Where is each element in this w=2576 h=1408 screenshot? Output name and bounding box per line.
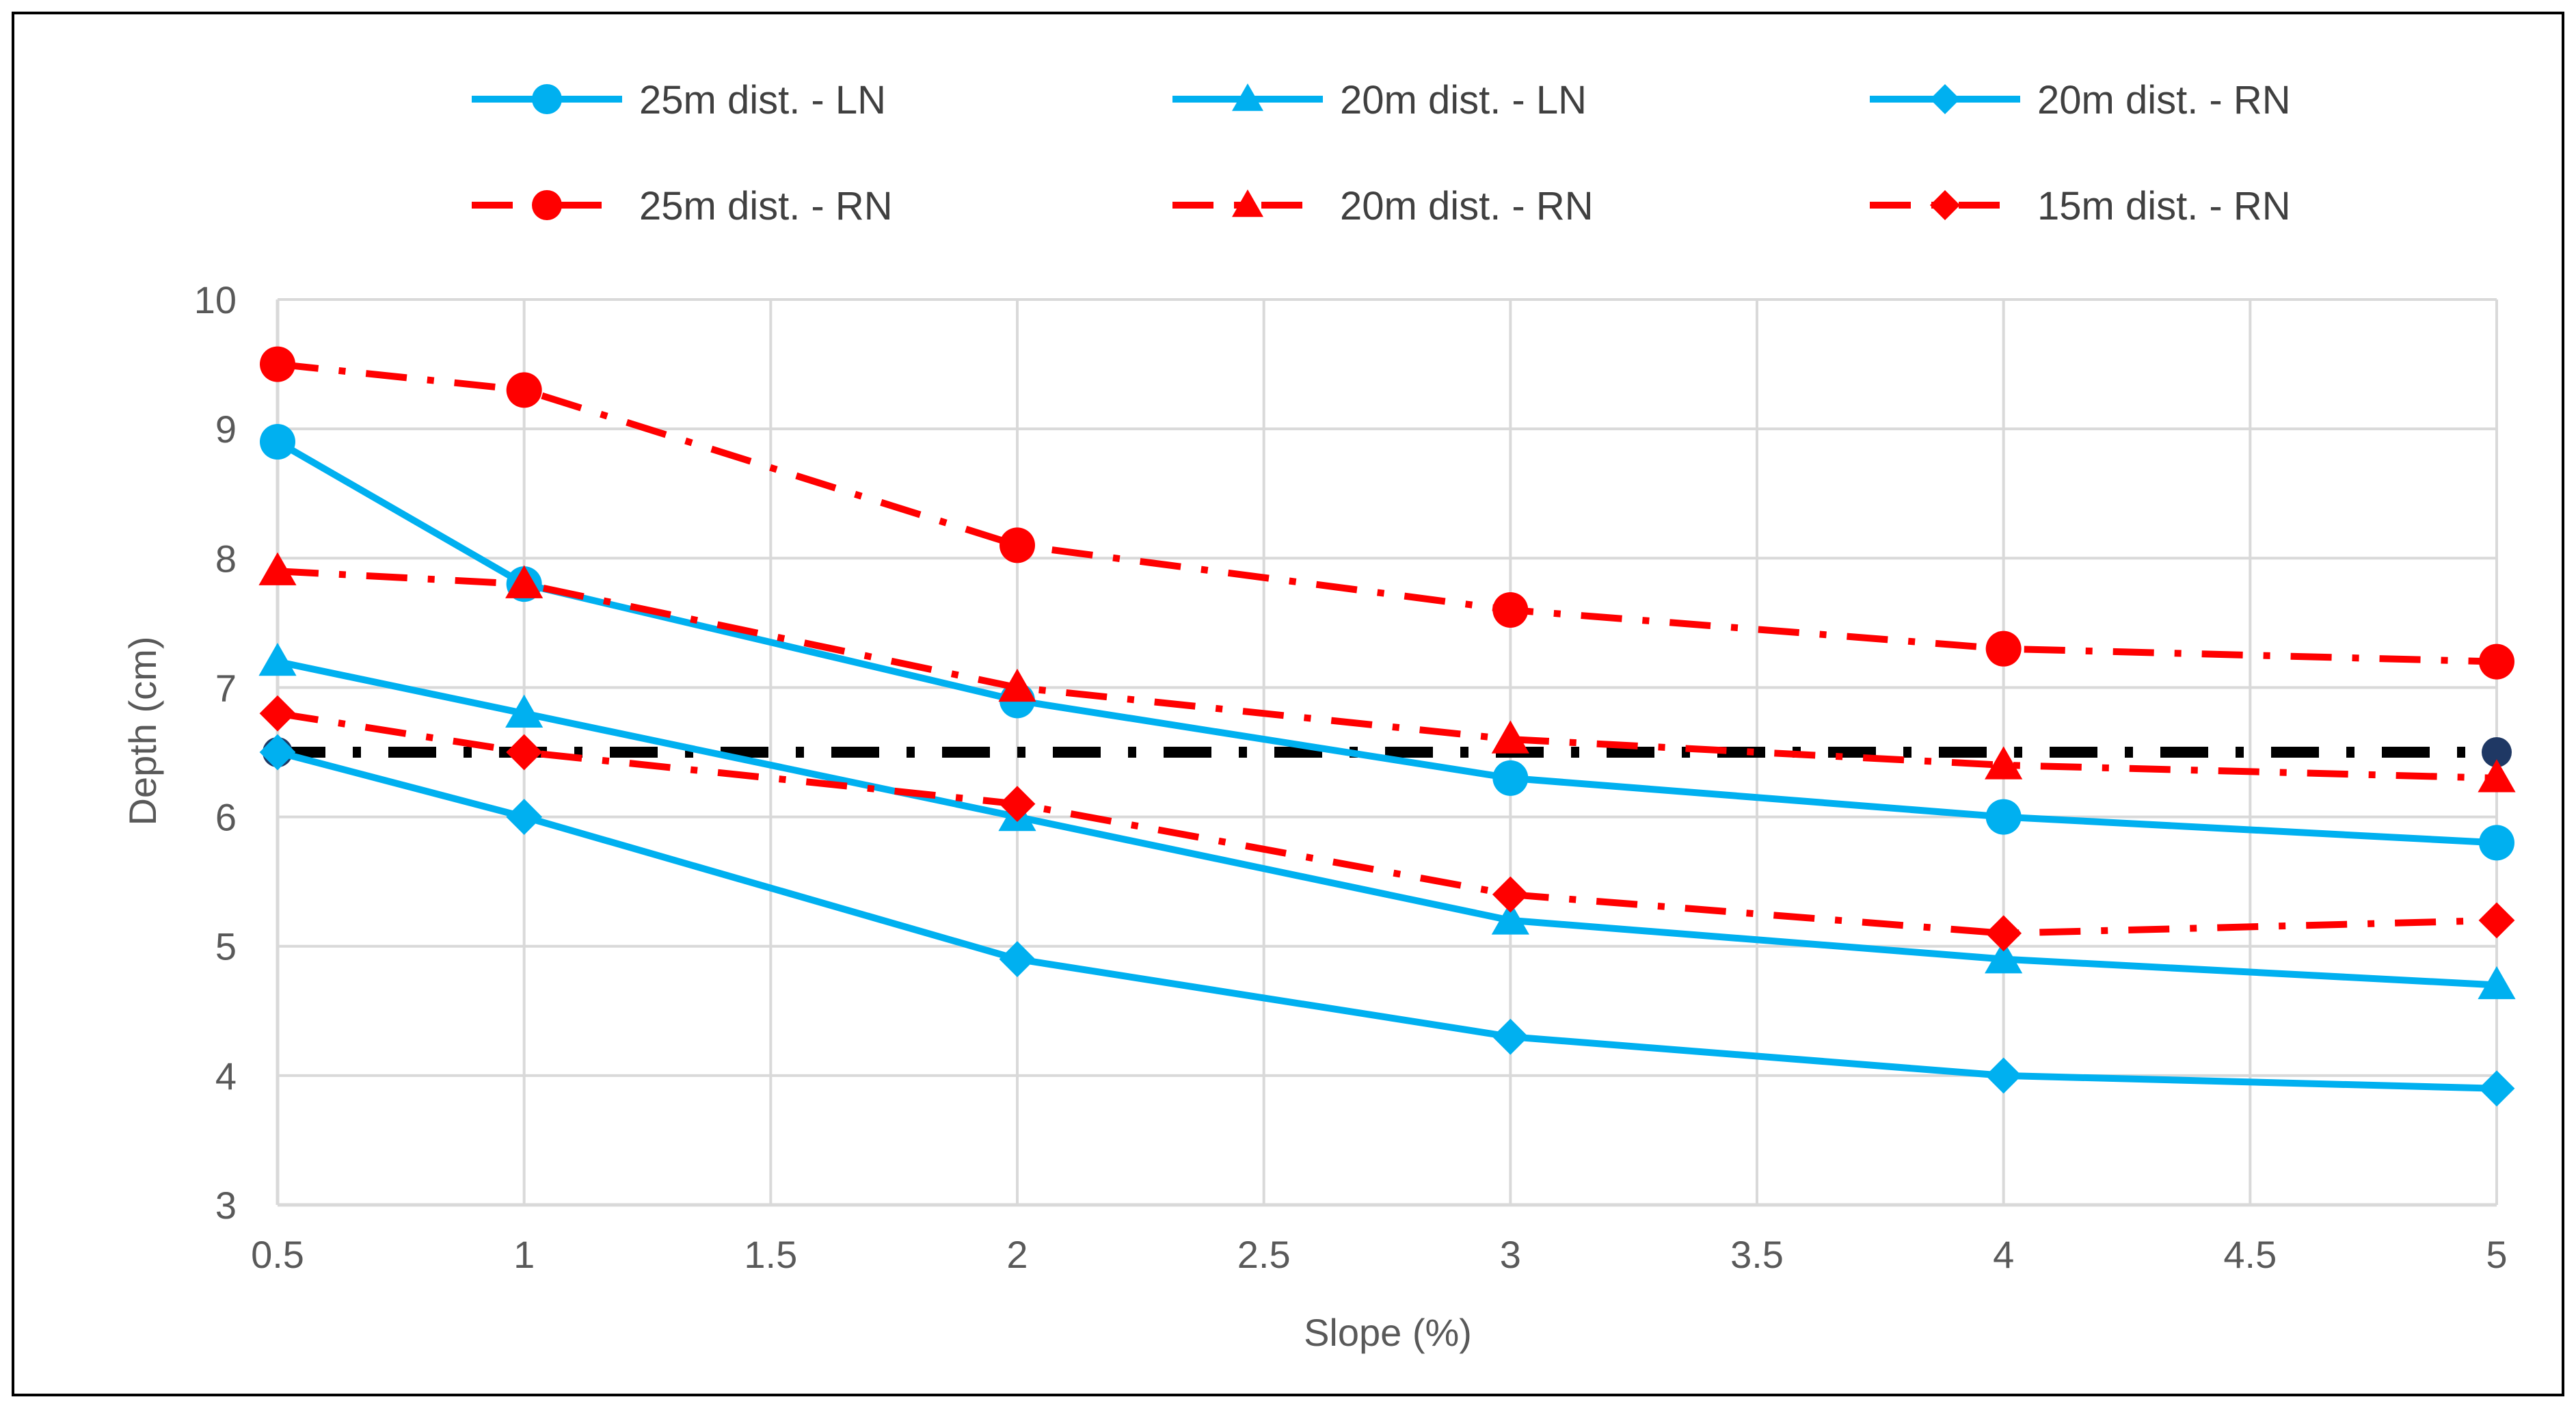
legend-label: 25m dist. - LN xyxy=(639,78,886,122)
series-2 xyxy=(258,643,2516,1000)
data-point-diamond xyxy=(1985,915,2022,952)
x-tick-label: 1 xyxy=(513,1233,535,1276)
y-tick-label: 3 xyxy=(215,1184,237,1227)
data-point-triangle xyxy=(998,668,1036,702)
data-point-circle xyxy=(1492,760,1529,796)
legend-entry: 20m dist. - RN xyxy=(1870,78,2291,122)
data-point-circle xyxy=(532,190,562,220)
legend-entry: 25m dist. - LN xyxy=(472,78,886,122)
y-tick-label: 10 xyxy=(194,278,237,321)
x-tick-label: 0.5 xyxy=(251,1233,304,1276)
series-line xyxy=(276,438,2497,847)
legend-entry: 25m dist. - RN xyxy=(472,184,893,228)
data-point-circle xyxy=(1985,799,2022,835)
data-point-diamond xyxy=(506,734,543,771)
data-point-triangle xyxy=(2478,966,2516,1000)
data-point-triangle xyxy=(1491,720,1529,754)
series-6 xyxy=(259,695,2515,952)
x-tick-label: 2 xyxy=(1006,1233,1028,1276)
y-tick-label: 5 xyxy=(215,925,237,968)
data-point-circle xyxy=(2479,643,2514,680)
data-point-triangle xyxy=(1985,746,2023,780)
x-tick-label: 4 xyxy=(1993,1233,2014,1276)
x-tick-label: 2.5 xyxy=(1237,1233,1291,1276)
series-line xyxy=(277,710,2497,937)
series-group xyxy=(258,346,2516,1107)
y-tick-label: 7 xyxy=(215,666,237,709)
legend-entry: 20m dist. - RN xyxy=(1172,184,1594,228)
data-point-circle xyxy=(506,372,542,408)
data-point-diamond xyxy=(2478,1070,2515,1107)
data-point-triangle xyxy=(1985,940,2023,974)
data-point-diamond xyxy=(259,695,296,732)
data-point-circle xyxy=(2479,825,2514,861)
data-point-diamond xyxy=(1930,190,1960,220)
data-point-triangle xyxy=(1232,83,1263,111)
data-point-diamond xyxy=(999,786,1036,823)
data-point-diamond xyxy=(1930,84,1960,114)
legend-label: 15m dist. - RN xyxy=(2037,184,2291,228)
y-tick-label: 6 xyxy=(215,796,237,839)
x-tick-label: 1.5 xyxy=(744,1233,797,1276)
series-line xyxy=(277,568,2497,782)
series-4 xyxy=(260,346,2514,680)
legend-label: 25m dist. - RN xyxy=(639,184,893,228)
legend-entry: 20m dist. - LN xyxy=(1172,78,1587,122)
series-5 xyxy=(258,552,2516,793)
data-point-circle xyxy=(1492,592,1529,628)
y-tick-label: 8 xyxy=(215,537,237,580)
data-point-circle xyxy=(532,84,562,114)
data-point-triangle xyxy=(505,694,544,728)
tick-labels: 3 4 5 6 7 8 9 10 0.5 1 1.5 2 2.5 3 3.5 4 4.5 5 xyxy=(194,278,2508,1276)
data-point-diamond xyxy=(2478,902,2515,939)
data-point-triangle xyxy=(1232,189,1263,217)
chart-border xyxy=(12,12,2564,1396)
data-point-triangle xyxy=(258,643,297,676)
data-point-triangle xyxy=(1491,901,1529,935)
series-3 xyxy=(259,734,2515,1107)
x-tick-label: 3.5 xyxy=(1730,1233,1784,1276)
data-point-triangle xyxy=(2478,759,2516,793)
x-axis-title: Slope (%) xyxy=(1304,1311,1472,1354)
data-point-diamond xyxy=(999,941,1036,978)
data-point-circle xyxy=(999,527,1035,563)
series-line xyxy=(277,360,2497,665)
data-point-diamond xyxy=(1492,1018,1529,1055)
data-point-diamond xyxy=(1985,1057,2022,1094)
data-point-diamond xyxy=(506,799,543,835)
reference-point xyxy=(2482,737,2512,767)
data-point-triangle xyxy=(258,552,297,585)
y-axis-title: Depth (cm) xyxy=(121,637,164,826)
y-tick-label: 4 xyxy=(215,1054,237,1098)
data-point-circle xyxy=(260,424,295,460)
legend-label: 20m dist. - RN xyxy=(1340,184,1594,228)
x-tick-label: 4.5 xyxy=(2223,1233,2277,1276)
x-tick-label: 5 xyxy=(2486,1233,2507,1276)
y-tick-label: 9 xyxy=(215,408,237,451)
data-point-diamond xyxy=(1492,876,1529,913)
data-point-diamond xyxy=(259,734,296,771)
data-point-circle xyxy=(1985,630,2022,667)
legend-entry: 15m dist. - RN xyxy=(1870,184,2291,228)
x-tick-label: 3 xyxy=(1500,1233,1521,1276)
legend: 25m dist. - LN 20m dist. - LN 20m dist. - … xyxy=(472,78,2291,228)
data-point-triangle xyxy=(505,565,544,598)
data-point-circle xyxy=(260,346,295,382)
legend-label: 20m dist. - RN xyxy=(2037,78,2291,122)
series-line xyxy=(276,658,2497,989)
series-line xyxy=(276,749,2497,1092)
legend-label: 20m dist. - LN xyxy=(1340,78,1587,122)
